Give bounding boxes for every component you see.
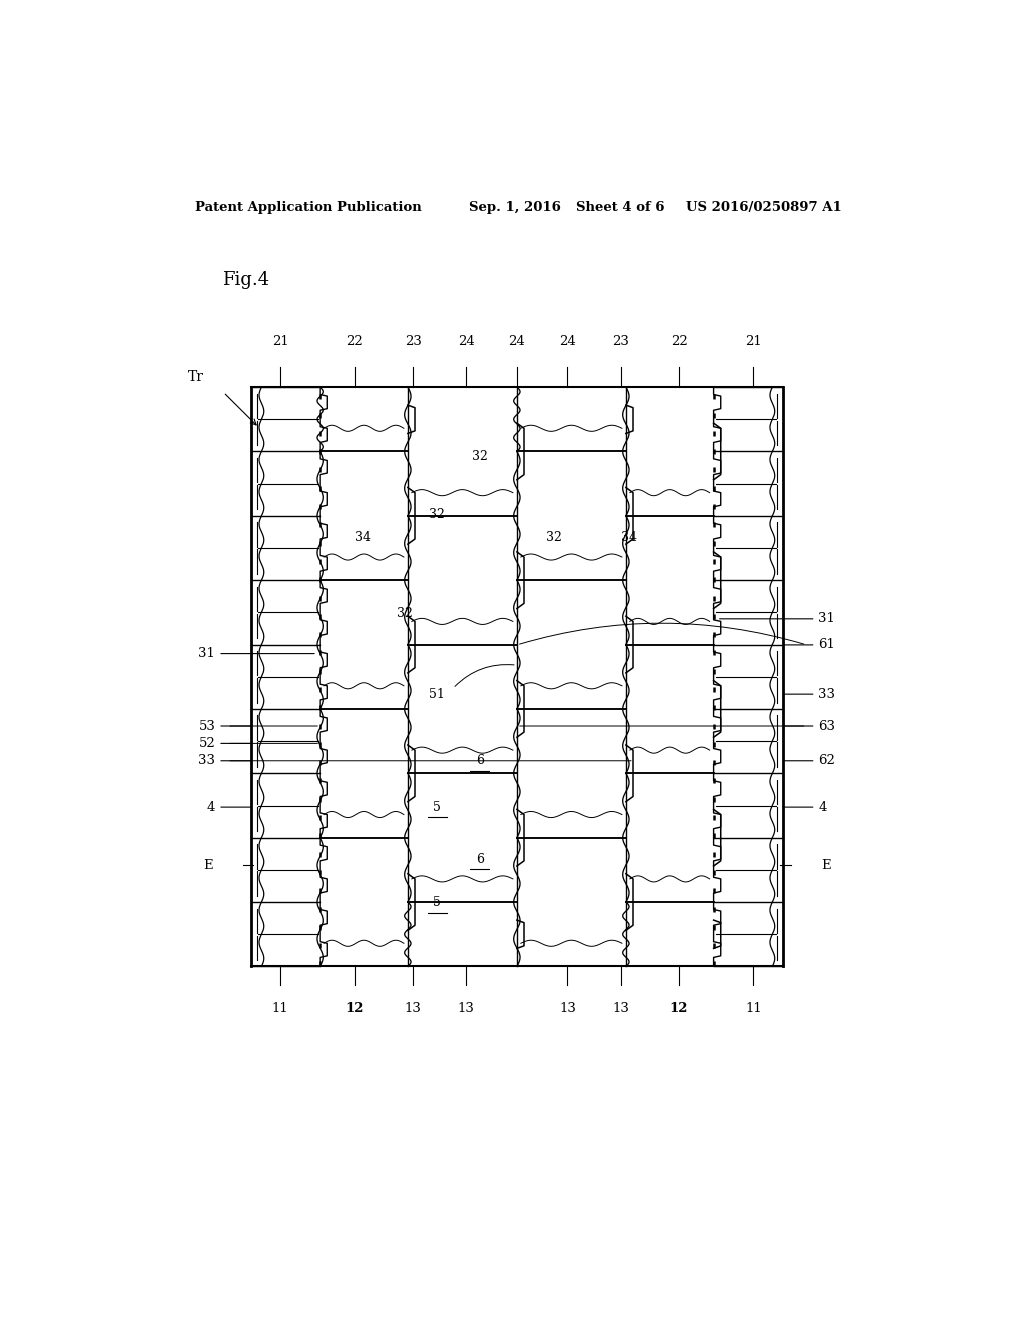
Text: 12: 12 bbox=[345, 1002, 364, 1015]
Text: 6: 6 bbox=[475, 853, 483, 866]
Text: 32: 32 bbox=[472, 450, 487, 463]
Text: 24: 24 bbox=[559, 335, 575, 348]
Text: Sheet 4 of 6: Sheet 4 of 6 bbox=[577, 201, 665, 214]
Text: 11: 11 bbox=[272, 1002, 289, 1015]
Text: 21: 21 bbox=[745, 335, 762, 348]
Text: 32: 32 bbox=[546, 531, 562, 544]
Text: 4: 4 bbox=[783, 801, 826, 813]
Text: 22: 22 bbox=[346, 335, 364, 348]
Text: 53: 53 bbox=[199, 719, 251, 733]
Text: 52: 52 bbox=[199, 737, 251, 750]
Text: 13: 13 bbox=[404, 1002, 422, 1015]
Text: 32: 32 bbox=[429, 508, 445, 521]
Text: 33: 33 bbox=[783, 688, 836, 701]
Text: 63: 63 bbox=[783, 719, 836, 733]
Text: 21: 21 bbox=[272, 335, 289, 348]
Text: 51: 51 bbox=[429, 688, 445, 701]
Text: 31: 31 bbox=[199, 647, 314, 660]
Text: 5: 5 bbox=[433, 896, 441, 909]
Text: 13: 13 bbox=[612, 1002, 629, 1015]
Text: US 2016/0250897 A1: US 2016/0250897 A1 bbox=[686, 201, 842, 214]
Text: Sep. 1, 2016: Sep. 1, 2016 bbox=[469, 201, 561, 214]
Text: 32: 32 bbox=[397, 606, 413, 619]
Text: 34: 34 bbox=[621, 531, 637, 544]
Text: 62: 62 bbox=[783, 754, 836, 767]
Text: 22: 22 bbox=[671, 335, 687, 348]
Text: 23: 23 bbox=[612, 335, 629, 348]
Text: 61: 61 bbox=[783, 639, 836, 651]
Text: 33: 33 bbox=[199, 754, 251, 767]
Text: 34: 34 bbox=[354, 531, 371, 544]
Text: 11: 11 bbox=[745, 1002, 762, 1015]
Text: Patent Application Publication: Patent Application Publication bbox=[196, 201, 422, 214]
Text: 6: 6 bbox=[475, 754, 483, 767]
Text: Tr: Tr bbox=[187, 370, 204, 384]
Text: Fig.4: Fig.4 bbox=[221, 272, 268, 289]
Text: 4: 4 bbox=[207, 801, 251, 813]
Text: 24: 24 bbox=[509, 335, 525, 348]
Text: 23: 23 bbox=[404, 335, 422, 348]
Text: 13: 13 bbox=[458, 1002, 475, 1015]
Text: 5: 5 bbox=[433, 801, 441, 813]
Text: 12: 12 bbox=[670, 1002, 688, 1015]
Text: E: E bbox=[204, 858, 213, 871]
Text: 13: 13 bbox=[559, 1002, 575, 1015]
Text: 24: 24 bbox=[458, 335, 475, 348]
Text: E: E bbox=[821, 858, 830, 871]
Text: 31: 31 bbox=[720, 612, 836, 626]
